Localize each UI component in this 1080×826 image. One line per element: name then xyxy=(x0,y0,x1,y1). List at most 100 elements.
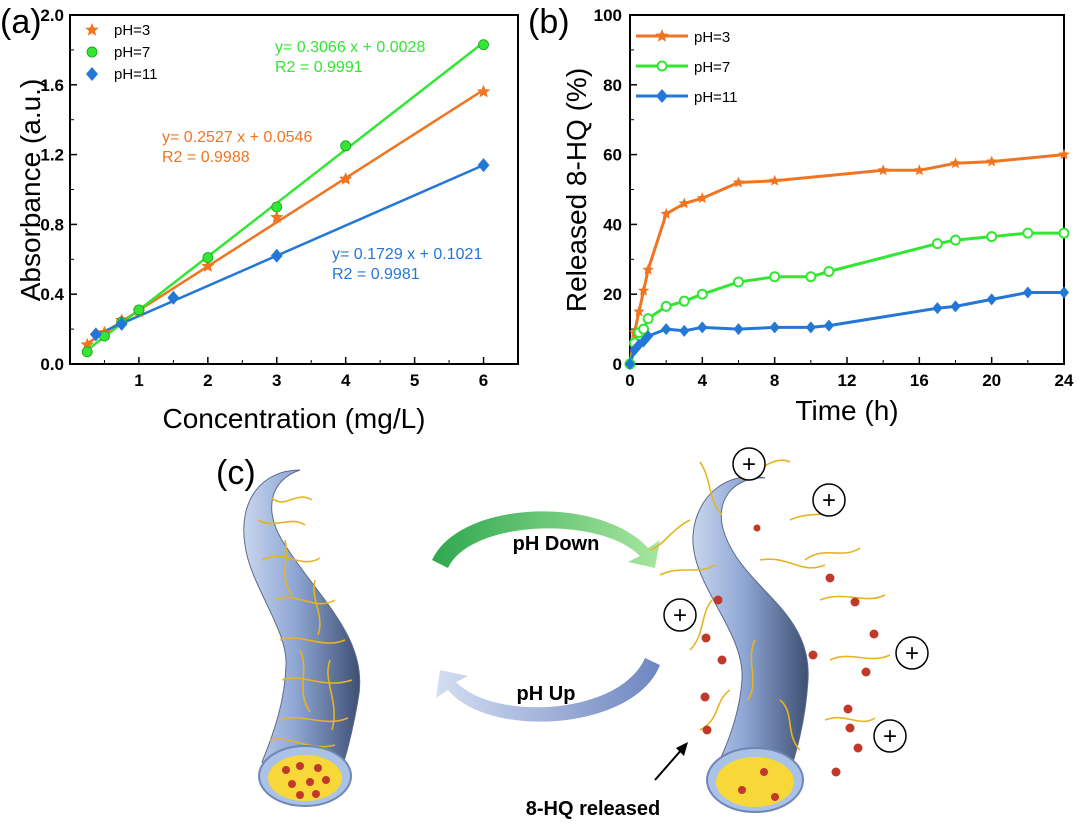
panel-a-label: (a) xyxy=(0,3,42,41)
point-ph-7 xyxy=(478,39,489,51)
x-tick-label: 4 xyxy=(698,371,708,390)
legend-label: pH=7 xyxy=(694,59,730,76)
point-ph-3 xyxy=(339,172,353,185)
point-ph-11 xyxy=(769,321,780,334)
fit-line-ph-11 xyxy=(95,164,485,337)
point-ph-11 xyxy=(986,293,997,306)
release-label: 8-HQ released xyxy=(526,798,661,820)
panel-b-legend: pH=3 pH=7 pH=11 xyxy=(636,29,738,106)
charge-5: + xyxy=(873,719,907,753)
fiber-open-body xyxy=(692,476,809,789)
point-ph-3 xyxy=(1058,148,1070,160)
point-ph-11 xyxy=(950,300,961,313)
point-ph-3 xyxy=(769,174,781,186)
panel-c-label: (c) xyxy=(216,454,256,492)
y-tick-label: 0.4 xyxy=(40,285,64,304)
x-tick-label: 0 xyxy=(625,371,634,390)
panel-b-label: (b) xyxy=(528,3,570,41)
point-ph-7 xyxy=(733,276,744,288)
r2-ph7: R2 = 0.9991 xyxy=(275,59,363,76)
svg-text:+: + xyxy=(673,602,687,629)
closed-molecules xyxy=(282,762,330,799)
svg-text:+: + xyxy=(822,487,836,514)
panel-c-diagram: (c) xyxy=(216,447,929,820)
point-ph-11 xyxy=(661,323,672,336)
ph-down-label: pH Down xyxy=(513,533,600,555)
x-tick-label: 1 xyxy=(134,371,143,390)
point-ph-3 xyxy=(201,259,215,272)
point-ph-7 xyxy=(678,295,690,307)
point-ph-11 xyxy=(167,290,180,305)
point-ph-7 xyxy=(81,346,93,358)
ph-down-arrow xyxy=(432,511,660,568)
panel-a-fit-lines xyxy=(86,41,485,352)
point-ph-7 xyxy=(931,238,943,250)
panel-b: (b) 0 4 8 12 16 20 24 0 20 40 60 80 100 Released 8-H… xyxy=(528,3,1074,426)
point-ph-11 xyxy=(115,316,128,331)
point-ph-11 xyxy=(679,324,690,337)
legend-marker xyxy=(86,46,98,58)
panel-a-ylabel: Absorbance (a.u.) xyxy=(15,79,46,302)
x-tick-label: 12 xyxy=(838,371,857,390)
point-ph-7 xyxy=(133,304,145,316)
x-tick-label: 3 xyxy=(272,371,281,390)
x-tick-label: 5 xyxy=(410,371,419,390)
legend-marker xyxy=(656,89,668,103)
point-ph-3 xyxy=(678,197,690,209)
ph-up-label: pH Up xyxy=(517,683,576,705)
r2-ph3: R2 = 0.9988 xyxy=(162,149,250,166)
panel-a-points xyxy=(80,39,491,358)
x-tick-label: 2 xyxy=(203,371,212,390)
point-ph-3 xyxy=(270,210,284,224)
point-ph-11 xyxy=(624,358,636,370)
point-ph-3 xyxy=(986,155,998,167)
point-ph-3 xyxy=(732,176,745,188)
fiber-open xyxy=(649,459,891,813)
svg-text:+: + xyxy=(742,451,756,478)
series-line-ph-11 xyxy=(628,291,1064,365)
x-tick-label: 24 xyxy=(1055,371,1074,390)
svg-text:+: + xyxy=(883,723,897,750)
point-ph-11 xyxy=(805,321,816,334)
point-ph-11 xyxy=(733,323,744,336)
point-ph-7 xyxy=(1058,227,1070,239)
y-tick-label: 0.8 xyxy=(40,215,64,234)
legend-label: pH=11 xyxy=(694,89,738,106)
legend-marker xyxy=(85,23,99,36)
legend-label: pH=3 xyxy=(114,22,150,39)
fiber-open-core xyxy=(716,757,794,807)
svg-text:+: + xyxy=(905,640,919,667)
point-ph-7 xyxy=(642,313,654,325)
release-pointer-arrow xyxy=(654,742,688,781)
panel-a-legend: pH=3 pH=7 pH=11 xyxy=(85,22,158,83)
x-tick-label: 4 xyxy=(341,371,351,390)
fiber-closed xyxy=(243,469,361,807)
point-ph-3 xyxy=(660,207,672,219)
panel-b-lines xyxy=(628,153,1065,365)
point-ph-11 xyxy=(89,327,102,342)
point-ph-7 xyxy=(823,266,835,278)
point-ph-7 xyxy=(638,323,650,335)
point-ph-11 xyxy=(1058,286,1070,299)
eq-ph7: y= 0.3066 x + 0.0028 xyxy=(275,39,425,56)
y-tick-label: 100 xyxy=(594,6,622,25)
released-molecules xyxy=(700,524,879,777)
y-tick-label: 1.2 xyxy=(40,146,64,165)
r2-ph11: R2 = 0.9981 xyxy=(332,266,420,283)
point-ph-3 xyxy=(633,305,645,317)
series-line-ph-3 xyxy=(628,153,1065,365)
x-tick-label: 16 xyxy=(910,371,929,390)
x-tick-label: 20 xyxy=(982,371,1001,390)
point-ph-7 xyxy=(986,231,998,243)
point-ph-3 xyxy=(696,192,708,204)
point-ph-11 xyxy=(932,302,943,315)
y-tick-label: 1.6 xyxy=(40,76,64,95)
fit-line-ph-7 xyxy=(86,41,485,352)
legend-label: pH=3 xyxy=(694,29,730,46)
open-core-molecules xyxy=(738,768,779,801)
point-ph-3 xyxy=(80,337,94,351)
point-ph-11 xyxy=(629,344,640,357)
point-ph-7 xyxy=(950,234,961,246)
eq-ph11: y= 0.1729 x + 0.1021 xyxy=(332,246,482,263)
